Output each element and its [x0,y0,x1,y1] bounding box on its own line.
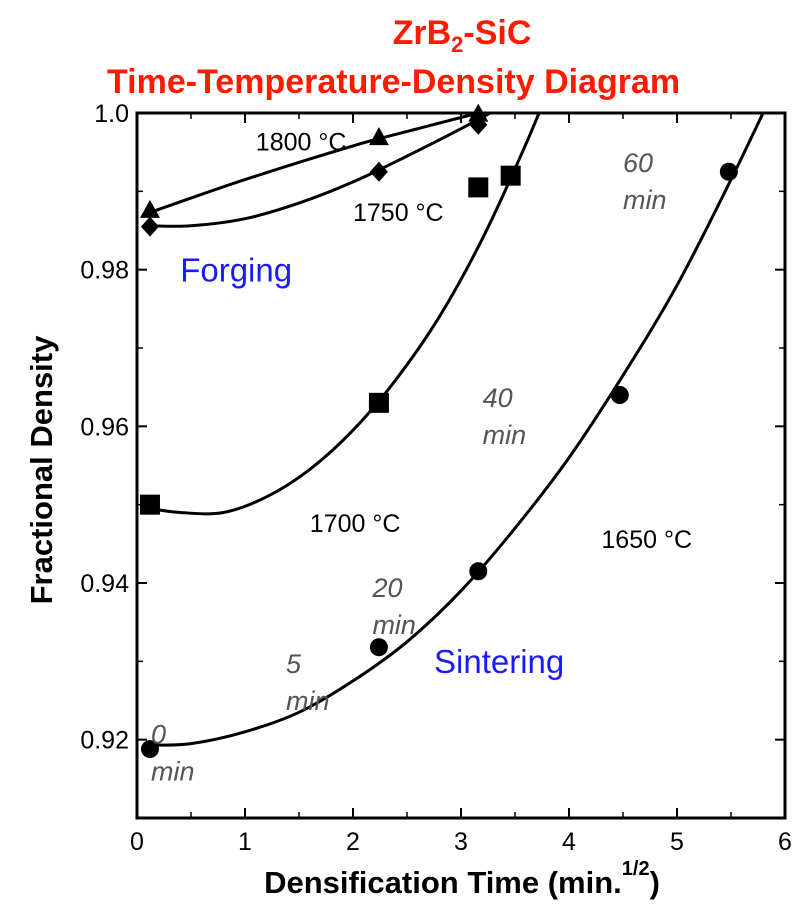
plot-area: 0 1 2 3 4 5 6 0.92 0.94 0.96 0.98 1.0 1800 °C 1750 °C… [80,100,792,856]
time-label-unit: min [483,420,527,450]
time-label-value: 20 [371,573,402,603]
x-axis-close-paren: ) [650,865,660,900]
fit-curve-1750 [149,113,494,228]
time-label-unit: min [623,185,667,215]
temperature-label: 1650 °C [601,526,692,554]
x-axis-label: Densification Time (min. [264,865,622,900]
x-tick-label: 3 [454,828,468,856]
title-suffix: -SiC [463,14,531,52]
temperature-label: 1700 °C [310,510,401,538]
y-axis-title: Fractional Density [24,335,59,604]
x-tick-label: 4 [562,828,576,856]
time-label-value: 40 [483,383,513,413]
temperature-label: 1800 °C [256,129,347,157]
fit-curves [149,113,765,747]
data-point-1650c [469,562,488,581]
data-point-1650c [140,740,159,759]
temperature-label: 1750 °C [353,199,444,227]
fit-curve-1650 [149,113,765,747]
x-tick-label: 6 [778,828,792,856]
data-point-1650c [719,162,738,181]
title-subscript: 2 [451,32,463,57]
region-label: Forging [180,251,292,288]
time-label-unit: min [151,757,195,787]
x-tick-label: 5 [670,828,684,856]
data-point-1750c [469,114,488,135]
title-main: ZrB [393,14,452,52]
x-axis-superscript: 1/2 [622,858,650,880]
fit-curve-1800 [149,113,485,214]
chart-title-line1: ZrB2-SiC [393,14,532,57]
data-point-1650c [610,386,629,404]
chart-title-line2: Time-Temperature-Density Diagram [107,63,680,101]
time-label-value: 0 [151,720,166,750]
data-point-1800c [139,199,160,218]
data-point-1800c [468,103,489,122]
y-tick-label: 0.98 [80,257,129,285]
x-tick-label: 1 [238,828,252,856]
y-tick-label: 0.96 [80,413,129,441]
time-label-value: 5 [286,649,302,679]
data-point-1750c [140,216,159,237]
x-axis-title: Densification Time (min.1/2) [264,858,660,900]
y-tick-label: 1.0 [94,100,129,128]
data-point-1700c [139,494,160,515]
data-point-1700c [368,392,389,413]
data-point-1800c [368,127,389,146]
time-label-unit: min [286,686,330,716]
data-point-1750c [369,161,388,182]
y-tick-label: 0.92 [80,727,129,755]
time-label-unit: min [372,610,416,640]
region-label: Sintering [434,643,564,680]
data-point-1700c [468,177,489,198]
time-label-value: 60 [623,148,653,178]
x-tick-label: 0 [130,828,144,856]
data-point-1650c [369,638,388,657]
x-tick-label: 2 [346,828,360,856]
y-tick-label: 0.94 [80,570,129,598]
plot-frame [135,111,787,820]
data-point-1700c [500,165,521,186]
